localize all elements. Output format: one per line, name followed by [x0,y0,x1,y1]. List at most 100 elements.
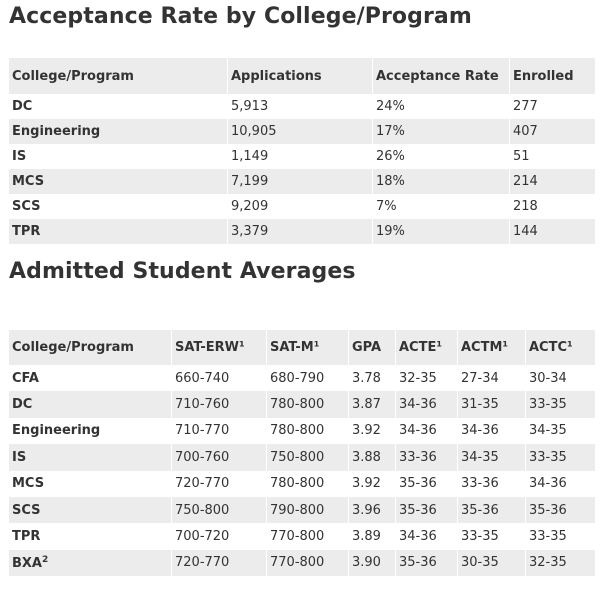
acceptance-rate-heading: Acceptance Rate by College/Program [9,4,472,29]
actm-cell: 33-35 [457,523,526,550]
sat-erw-cell: 660-740 [171,365,267,392]
applications-cell: 1,149 [227,144,373,169]
sat-m-cell: 750-800 [266,444,349,471]
college-cell: Engineering [8,119,228,144]
acceptance-rate-cell: 24% [372,94,510,119]
enrolled-cell: 214 [509,169,595,194]
column-header-college: College/Program [8,330,172,365]
sat-erw-cell: 700-760 [171,444,267,471]
college-name: BXA [12,555,42,571]
enrolled-cell: 218 [509,194,595,219]
acceptance-rate-cell: 18% [372,169,510,194]
applications-cell: 7,199 [227,169,373,194]
column-header-actm: ACTM¹ [457,330,526,365]
sat-erw-cell: 720-770 [171,549,267,577]
table-row: TPR 700-720 770-800 3.89 34-36 33-35 33-… [8,523,595,550]
table-row: Engineering 710-770 780-800 3.92 34-36 3… [8,417,595,445]
actc-cell: 33-35 [525,391,595,418]
acte-cell: 34-36 [395,523,458,550]
table-row: TPR 3,379 19% 144 [8,219,595,244]
college-cell: TPR [8,219,228,244]
college-cell: MCS [8,470,172,497]
college-cell: Engineering [8,417,172,445]
applications-cell: 3,379 [227,219,373,244]
acte-cell: 34-36 [395,417,458,445]
column-header-college: College/Program [8,58,228,94]
table-row: MCS 720-770 780-800 3.92 35-36 33-36 34-… [8,470,595,497]
gpa-cell: 3.92 [348,417,396,445]
actc-cell: 34-36 [525,470,595,497]
college-cell: IS [8,444,172,471]
gpa-cell: 3.89 [348,523,396,550]
column-header-applications: Applications [227,58,373,94]
column-header-actc: ACTC¹ [525,330,595,365]
column-header-sat-m: SAT-M¹ [266,330,349,365]
actc-cell: 33-35 [525,444,595,471]
sat-m-cell: 780-800 [266,391,349,418]
actc-cell: 30-34 [525,365,595,392]
sat-erw-cell: 720-770 [171,470,267,497]
sat-erw-cell: 710-770 [171,417,267,445]
enrolled-cell: 407 [509,119,595,144]
table-row: SCS 9,209 7% 218 [8,194,595,219]
actm-cell: 35-36 [457,496,526,524]
college-cell: DC [8,94,228,119]
table-row: DC 5,913 24% 277 [8,94,595,119]
column-header-gpa: GPA [348,330,396,365]
college-cell: MCS [8,169,228,194]
acceptance-rate-cell: 17% [372,119,510,144]
enrolled-cell: 144 [509,219,595,244]
acte-cell: 35-36 [395,549,458,577]
column-header-sat-erw: SAT-ERW¹ [171,330,267,365]
acceptance-rate-table: College/Program Applications Acceptance … [8,58,595,244]
college-cell: BXA2 [8,549,172,577]
acte-cell: 35-36 [395,496,458,524]
table-row: IS 1,149 26% 51 [8,144,595,169]
sat-erw-cell: 700-720 [171,523,267,550]
acceptance-rate-cell: 26% [372,144,510,169]
table-row: CFA 660-740 680-790 3.78 32-35 27-34 30-… [8,365,595,392]
sat-erw-cell: 750-800 [171,496,267,524]
sat-m-cell: 680-790 [266,365,349,392]
column-header-acceptance-rate: Acceptance Rate [372,58,510,94]
column-header-acte: ACTE¹ [395,330,458,365]
college-cell: IS [8,144,228,169]
gpa-cell: 3.78 [348,365,396,392]
enrolled-cell: 277 [509,94,595,119]
actm-cell: 34-35 [457,444,526,471]
table-row: BXA2 720-770 770-800 3.90 35-36 30-35 32… [8,549,595,577]
gpa-cell: 3.90 [348,549,396,577]
acte-cell: 32-35 [395,365,458,392]
college-cell: TPR [8,523,172,550]
sat-m-cell: 780-800 [266,417,349,445]
sat-m-cell: 770-800 [266,549,349,577]
acceptance-rate-cell: 19% [372,219,510,244]
college-cell: CFA [8,365,172,392]
gpa-cell: 3.88 [348,444,396,471]
actc-cell: 32-35 [525,549,595,577]
table-header-row: College/Program Applications Acceptance … [8,58,595,94]
sat-erw-cell: 710-760 [171,391,267,418]
table-row: SCS 750-800 790-800 3.96 35-36 35-36 35-… [8,496,595,524]
enrolled-cell: 51 [509,144,595,169]
admitted-averages-heading: Admitted Student Averages [9,259,356,284]
column-header-enrolled: Enrolled [509,58,595,94]
college-cell: SCS [8,496,172,524]
actm-cell: 27-34 [457,365,526,392]
actc-cell: 34-35 [525,417,595,445]
sat-m-cell: 790-800 [266,496,349,524]
table-row: Engineering 10,905 17% 407 [8,119,595,144]
gpa-cell: 3.96 [348,496,396,524]
applications-cell: 10,905 [227,119,373,144]
actm-cell: 31-35 [457,391,526,418]
acte-cell: 35-36 [395,470,458,497]
actm-cell: 33-36 [457,470,526,497]
footnote-marker: 2 [42,554,49,565]
college-cell: SCS [8,194,228,219]
acceptance-rate-cell: 7% [372,194,510,219]
acte-cell: 33-36 [395,444,458,471]
table-row: IS 700-760 750-800 3.88 33-36 34-35 33-3… [8,444,595,471]
applications-cell: 9,209 [227,194,373,219]
table-row: MCS 7,199 18% 214 [8,169,595,194]
table-row: DC 710-760 780-800 3.87 34-36 31-35 33-3… [8,391,595,418]
